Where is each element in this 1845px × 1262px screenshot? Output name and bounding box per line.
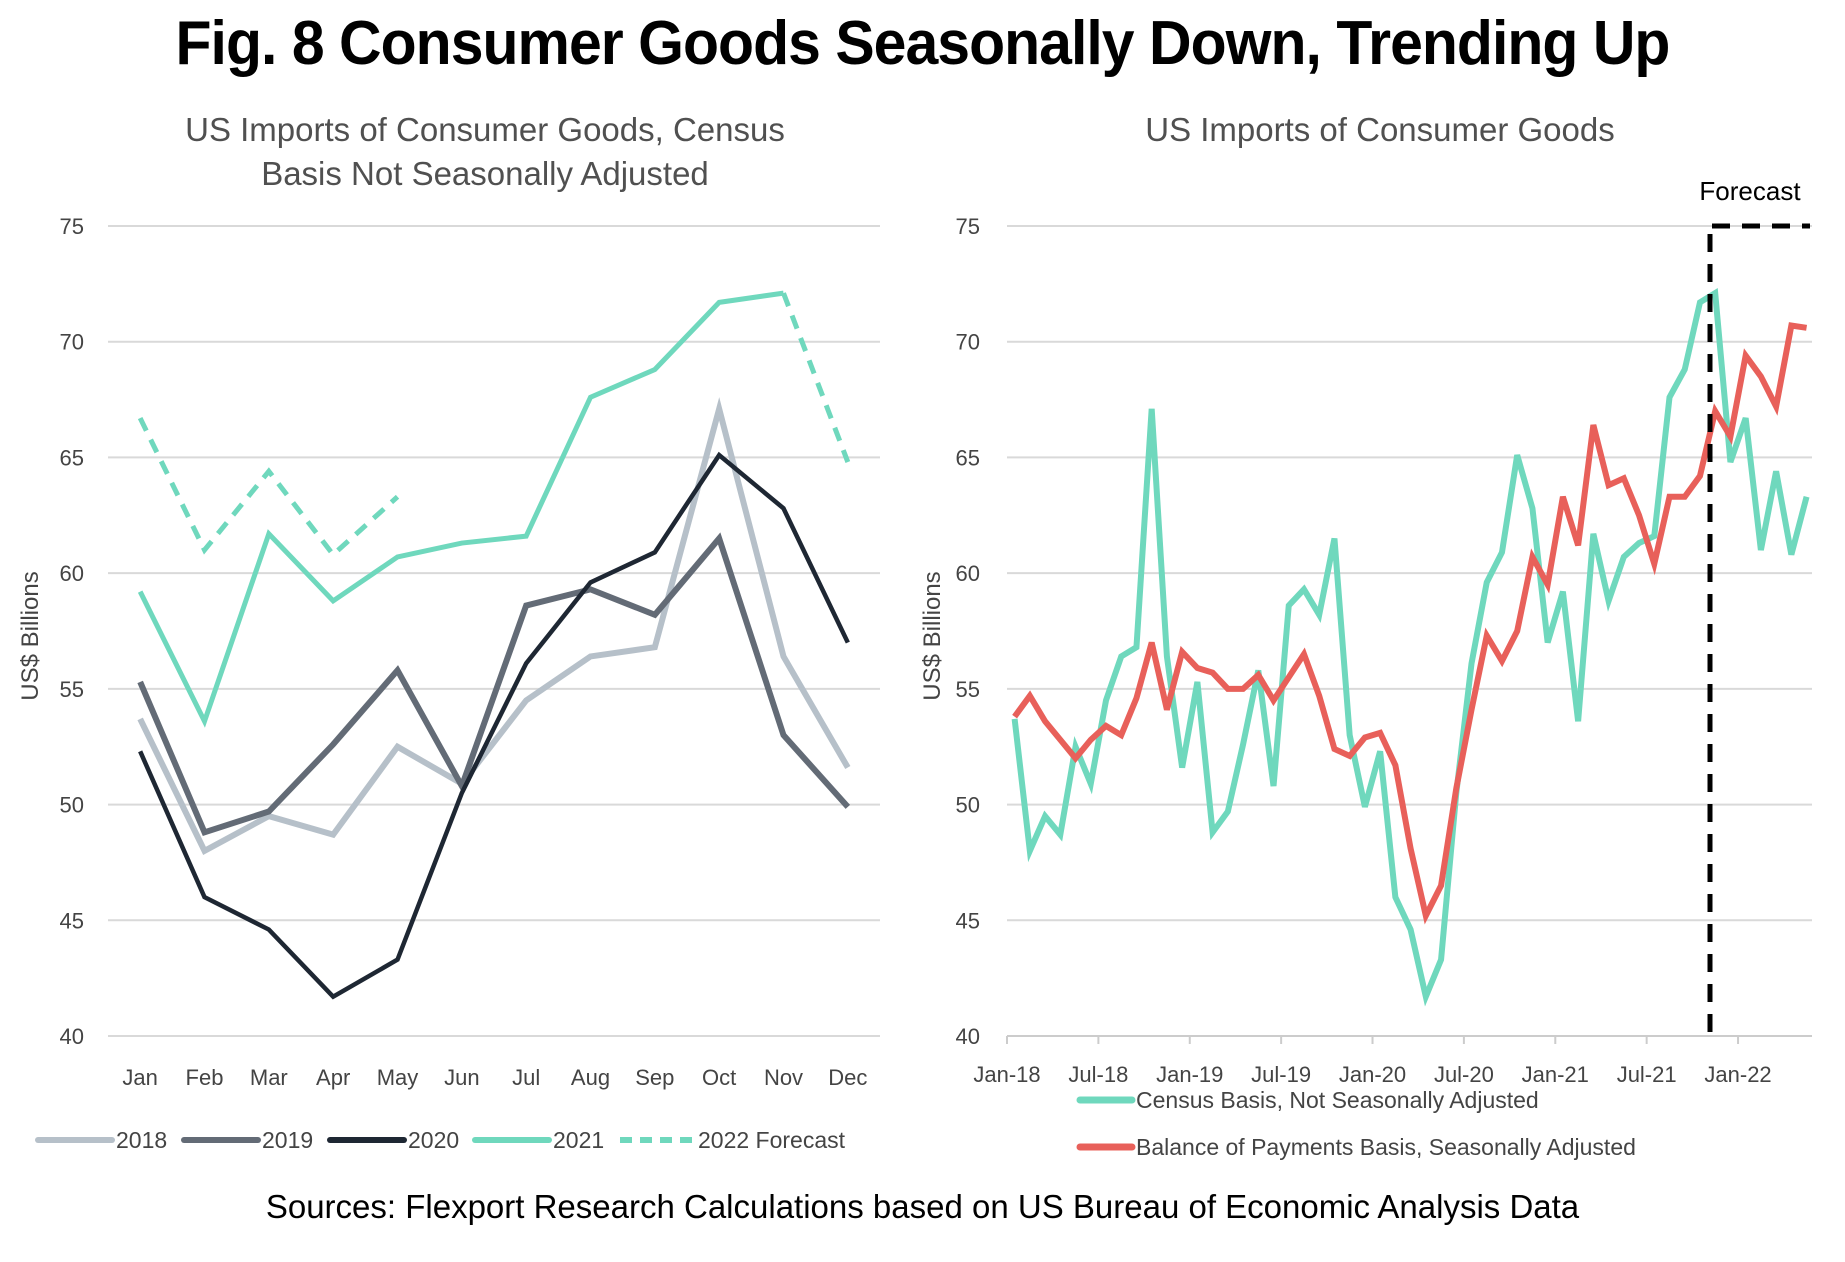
x-tick-label: Sep [635, 1065, 674, 1090]
legend-label: 2019 [262, 1127, 313, 1153]
y-axis-title: US$ Billions [919, 571, 946, 700]
y-tick-label: 40 [60, 1024, 84, 1049]
series-line-2021 [137, 290, 784, 728]
figure-title: Fig. 8 Consumer Goods Seasonally Down, T… [175, 9, 1671, 78]
left-chart-title-line-2: Basis Not Seasonally Adjusted [261, 155, 709, 192]
y-axis-title: US$ Billions [17, 571, 44, 700]
left-chart: 40 45 50 55 60 65 70 75 US$ Billions Jan Feb Mar Apr… [17, 214, 880, 1153]
y-tick-label: 60 [956, 561, 980, 586]
x-tick-label: Jan-22 [1704, 1062, 1771, 1087]
x-tick-label: Jan-21 [1522, 1062, 1589, 1087]
y-tick-label: 55 [956, 677, 980, 702]
legend-label: 2021 [553, 1127, 604, 1153]
x-tick-label: Jul-18 [1068, 1062, 1128, 1087]
x-tick-label: Apr [316, 1065, 350, 1090]
y-tick-label: 75 [956, 214, 980, 239]
x-tick-label: Aug [571, 1065, 610, 1090]
x-tick-label: Jan-19 [1156, 1062, 1223, 1087]
x-tick-label: Jan-18 [973, 1062, 1040, 1087]
y-tick-label: 60 [60, 561, 84, 586]
y-tick-label: 75 [60, 214, 84, 239]
y-tick-label: 50 [956, 793, 980, 818]
x-tick-label: Mar [250, 1065, 288, 1090]
series-line-2018 [137, 397, 851, 855]
legend-label: 2022 Forecast [698, 1127, 846, 1153]
right-chart-title: US Imports of Consumer Goods [1145, 111, 1615, 148]
x-tick-label: May [377, 1065, 419, 1090]
x-tick-label: Jul-19 [1251, 1062, 1311, 1087]
source-note: Sources: Flexport Research Calculations … [265, 1188, 1580, 1225]
x-tick-label: Nov [764, 1065, 803, 1090]
left-chart-title: US Imports of Consumer Goods, Census Bas… [70, 108, 900, 196]
x-tick-label: Feb [186, 1065, 224, 1090]
x-tick-label: Jul-20 [1434, 1062, 1494, 1087]
y-tick-label: 45 [956, 908, 980, 933]
y-tick-label: 65 [956, 445, 980, 470]
x-tick-label: Oct [702, 1065, 736, 1090]
series-line-census [1011, 288, 1810, 1007]
forecast-annotation: Forecast [1699, 176, 1801, 206]
legend-label: 2020 [408, 1127, 459, 1153]
x-tick-label: Dec [828, 1065, 867, 1090]
y-tick-label: 70 [956, 330, 980, 355]
x-tick-label: Jul [512, 1065, 540, 1090]
legend-label: Balance of Payments Basis, Seasonally Ad… [1136, 1134, 1636, 1160]
y-tick-label: 40 [956, 1024, 980, 1049]
x-tick-label: Jun [444, 1065, 479, 1090]
y-tick-label: 45 [60, 908, 84, 933]
series-line-2022-forecast [137, 416, 400, 559]
right-chart: 40 45 50 55 60 65 70 75 Jan-18 Jul-18 Jan-19 Jul-19… [919, 176, 1812, 1160]
series-line-balance-of-payments [1012, 322, 1808, 925]
series-line-forecast-segment [781, 292, 851, 463]
x-tick-label: Jul-21 [1617, 1062, 1677, 1087]
x-tick-label: Jan-20 [1339, 1062, 1406, 1087]
y-tick-label: 55 [60, 677, 84, 702]
y-tick-label: 65 [60, 445, 84, 470]
y-tick-label: 50 [60, 793, 84, 818]
left-chart-title-line-1: US Imports of Consumer Goods, Census [185, 111, 785, 148]
series-line-2020 [138, 451, 850, 1000]
legend-label: Census Basis, Not Seasonally Adjusted [1136, 1087, 1539, 1113]
y-tick-label: 70 [60, 330, 84, 355]
series-line-2019 [137, 532, 851, 837]
legend-label: 2018 [116, 1127, 167, 1153]
x-tick-label: Jan [122, 1065, 157, 1090]
